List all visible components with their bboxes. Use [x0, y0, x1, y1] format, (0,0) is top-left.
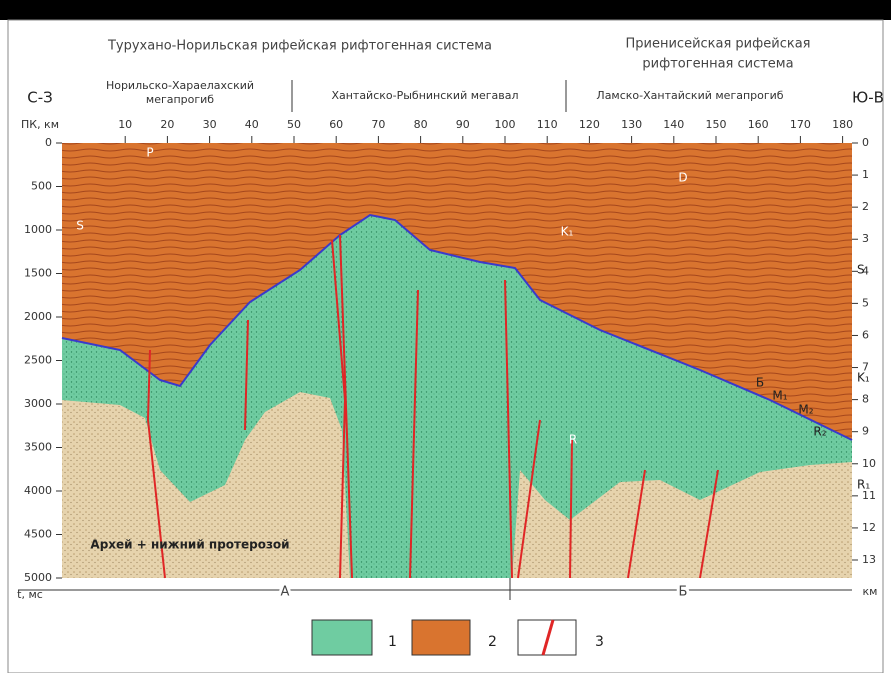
- top-tick-label: 90: [456, 118, 470, 131]
- top-tick-label: 80: [414, 118, 428, 131]
- horizon-label: M₂: [798, 403, 813, 417]
- top-tick-label: 30: [203, 118, 217, 131]
- legend-swatch: [312, 620, 372, 655]
- top-tick-label: 160: [748, 118, 769, 131]
- left-tick-label: 5000: [24, 571, 52, 584]
- top-tick-label: 170: [790, 118, 811, 131]
- horizon-label: K₁: [561, 225, 574, 239]
- left-tick-label: 2500: [24, 354, 52, 367]
- diagram: Турухано-Норильская рифейская рифтогенна…: [0, 0, 891, 673]
- top-tick-label: 180: [832, 118, 853, 131]
- legend-label: 2: [488, 634, 497, 650]
- axis-label: ПК, км: [21, 118, 59, 131]
- top-tick-label: 110: [537, 118, 558, 131]
- legend-label: 1: [388, 634, 397, 650]
- top-tick-label: 150: [706, 118, 727, 131]
- right-tick-label: 6: [862, 328, 869, 341]
- horizon-label: Архей + нижний протерозой: [90, 538, 289, 552]
- right-tick-label: 3: [862, 232, 869, 245]
- top-tick-label: 130: [621, 118, 642, 131]
- right-tick-label: 13: [862, 553, 876, 566]
- left-tick-label: 1000: [24, 223, 52, 236]
- left-tick-label: 4500: [24, 528, 52, 541]
- block-label: А: [281, 585, 290, 600]
- legend-label: 3: [595, 634, 604, 650]
- right-tick-label: 9: [862, 425, 869, 438]
- left-tick-label: 500: [31, 180, 52, 193]
- system-title: Приенисейская рифейская: [626, 37, 811, 52]
- horizon-label: M₁: [772, 389, 787, 403]
- horizon-label: D: [678, 171, 687, 185]
- figure: Турухано-Норильская рифейская рифтогенна…: [0, 0, 891, 673]
- direction: Ю-В: [852, 89, 884, 107]
- top-tick-label: 40: [245, 118, 259, 131]
- axis-label: км: [863, 585, 878, 598]
- left-tick-label: 1500: [24, 267, 52, 280]
- horizon-label: R: [569, 433, 577, 447]
- direction: С-З: [27, 89, 53, 107]
- top-strip: [0, 0, 891, 20]
- right-tick-label: 2: [862, 200, 869, 213]
- horizon-label: S: [857, 263, 865, 277]
- top-tick-label: 50: [287, 118, 301, 131]
- right-tick-label: 0: [862, 136, 869, 149]
- horizon-label: R₂: [813, 425, 826, 439]
- top-tick-label: 10: [118, 118, 132, 131]
- horizon-label: R₁: [857, 478, 870, 492]
- top-tick-label: 70: [371, 118, 385, 131]
- unit-title: Ламско-Хантайский мегапрогиб: [596, 89, 783, 102]
- top-tick-label: 60: [329, 118, 343, 131]
- system-title: Турухано-Норильская рифейская рифтогенна…: [107, 39, 492, 54]
- axis-label: t, мс: [17, 588, 43, 601]
- top-tick-label: 140: [663, 118, 684, 131]
- top-tick-label: 100: [495, 118, 516, 131]
- horizon-label: P: [146, 146, 153, 160]
- right-tick-label: 1: [862, 168, 869, 181]
- horizon-label: S: [76, 219, 84, 233]
- top-tick-label: 20: [160, 118, 174, 131]
- system-title: рифтогенная система: [642, 57, 793, 72]
- left-tick-label: 3500: [24, 441, 52, 454]
- right-tick-label: 5: [862, 296, 869, 309]
- top-tick-label: 120: [579, 118, 600, 131]
- horizon-label: Б: [756, 376, 764, 390]
- left-tick-label: 3000: [24, 397, 52, 410]
- block-label: Б: [679, 585, 688, 600]
- left-tick-label: 4000: [24, 484, 52, 497]
- section: [62, 143, 852, 578]
- right-tick-label: 8: [862, 393, 869, 406]
- horizon-label: K₁: [857, 371, 870, 385]
- unit-title: мегапрогиб: [146, 93, 214, 106]
- legend-swatch: [412, 620, 470, 655]
- left-tick-label: 2000: [24, 310, 52, 323]
- right-tick-label: 12: [862, 521, 876, 534]
- right-tick-label: 10: [862, 457, 876, 470]
- left-tick-label: 0: [45, 136, 52, 149]
- unit-title: Норильско-Хараелахский: [106, 79, 254, 92]
- unit-title: Хантайско-Рыбнинский мегавал: [331, 89, 518, 102]
